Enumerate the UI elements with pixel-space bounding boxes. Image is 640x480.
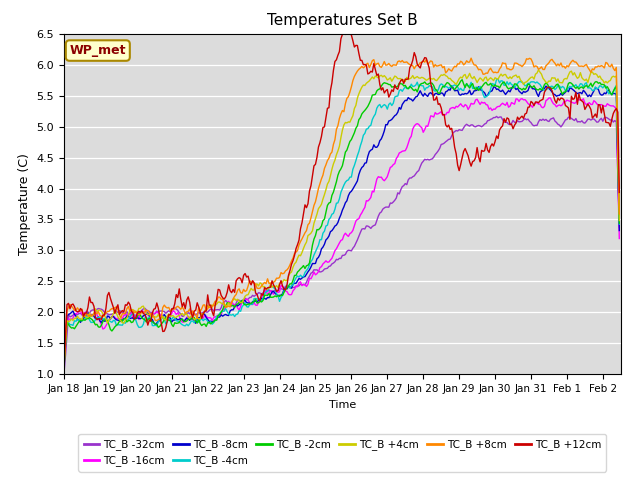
TC_B -32cm [60, 371, 68, 376]
TC_B -8cm [131, 316, 138, 322]
TC_B -16cm [467, 100, 475, 106]
TC_B +12cm [605, 120, 612, 126]
TC_B -32cm [605, 116, 612, 122]
Line: TC_B +4cm: TC_B +4cm [64, 70, 620, 367]
Text: WP_met: WP_met [70, 44, 126, 57]
TC_B -16cm [60, 361, 68, 367]
TC_B -8cm [247, 301, 255, 307]
TC_B -2cm [605, 86, 612, 92]
TC_B +4cm [616, 218, 623, 224]
TC_B +8cm [131, 310, 138, 316]
TC_B -2cm [131, 316, 138, 322]
TC_B -32cm [343, 249, 351, 254]
TC_B -2cm [343, 147, 351, 153]
TC_B +8cm [467, 55, 475, 61]
Line: TC_B +12cm: TC_B +12cm [64, 31, 620, 367]
TC_B -16cm [616, 236, 623, 241]
TC_B +8cm [605, 63, 612, 69]
TC_B -16cm [131, 314, 138, 320]
Line: TC_B +8cm: TC_B +8cm [64, 58, 620, 364]
TC_B -8cm [468, 91, 476, 96]
TC_B -4cm [494, 76, 502, 82]
TC_B -2cm [468, 81, 476, 86]
TC_B +4cm [152, 314, 159, 320]
TC_B -32cm [616, 224, 623, 230]
TC_B -8cm [343, 198, 351, 204]
Line: TC_B -16cm: TC_B -16cm [64, 98, 620, 364]
Line: TC_B -4cm: TC_B -4cm [64, 79, 620, 364]
TC_B -8cm [152, 322, 159, 327]
TC_B +12cm [152, 306, 159, 312]
TC_B +8cm [616, 211, 623, 217]
X-axis label: Time: Time [329, 400, 356, 409]
TC_B -4cm [247, 301, 255, 307]
TC_B +4cm [343, 120, 351, 126]
TC_B -4cm [343, 178, 351, 183]
TC_B -16cm [247, 301, 255, 307]
TC_B -2cm [247, 300, 255, 306]
Title: Temperatures Set B: Temperatures Set B [267, 13, 418, 28]
TC_B -16cm [152, 310, 159, 316]
TC_B -2cm [152, 321, 159, 327]
Line: TC_B -2cm: TC_B -2cm [64, 80, 620, 368]
TC_B +12cm [616, 190, 623, 195]
TC_B +4cm [60, 364, 68, 370]
TC_B +12cm [60, 364, 68, 370]
TC_B -32cm [247, 294, 255, 300]
TC_B +4cm [131, 308, 138, 313]
Line: TC_B -8cm: TC_B -8cm [64, 86, 620, 366]
Y-axis label: Temperature (C): Temperature (C) [18, 153, 31, 255]
TC_B -8cm [448, 83, 456, 89]
TC_B -4cm [605, 91, 612, 96]
TC_B +8cm [343, 96, 351, 101]
TC_B -16cm [545, 95, 553, 101]
TC_B -2cm [616, 220, 623, 226]
TC_B +4cm [605, 78, 612, 84]
TC_B +12cm [247, 282, 255, 288]
TC_B -4cm [152, 322, 159, 328]
TC_B +12cm [468, 159, 476, 165]
TC_B -4cm [616, 221, 623, 227]
TC_B -2cm [60, 365, 68, 371]
TC_B -32cm [493, 114, 500, 120]
TC_B -32cm [131, 312, 138, 318]
TC_B -4cm [131, 315, 138, 321]
TC_B +12cm [344, 28, 352, 34]
TC_B +4cm [534, 67, 542, 73]
TC_B +8cm [468, 59, 476, 65]
TC_B +8cm [247, 279, 255, 285]
TC_B -8cm [605, 87, 612, 93]
TC_B +4cm [247, 286, 255, 291]
TC_B -32cm [467, 122, 475, 128]
TC_B -4cm [60, 361, 68, 367]
TC_B -8cm [60, 363, 68, 369]
TC_B +8cm [60, 361, 68, 367]
Legend: TC_B -32cm, TC_B -16cm, TC_B -8cm, TC_B -4cm, TC_B -2cm, TC_B +4cm, TC_B +8cm, T: TC_B -32cm, TC_B -16cm, TC_B -8cm, TC_B … [79, 434, 606, 471]
TC_B -16cm [343, 232, 351, 238]
TC_B -4cm [467, 80, 475, 85]
Line: TC_B -32cm: TC_B -32cm [64, 117, 620, 373]
TC_B +12cm [343, 31, 351, 37]
TC_B +12cm [131, 316, 138, 322]
TC_B +8cm [152, 318, 159, 324]
TC_B -16cm [605, 102, 612, 108]
TC_B -8cm [616, 228, 623, 233]
TC_B -2cm [458, 77, 466, 83]
TC_B -32cm [152, 311, 159, 316]
TC_B +4cm [467, 74, 475, 80]
